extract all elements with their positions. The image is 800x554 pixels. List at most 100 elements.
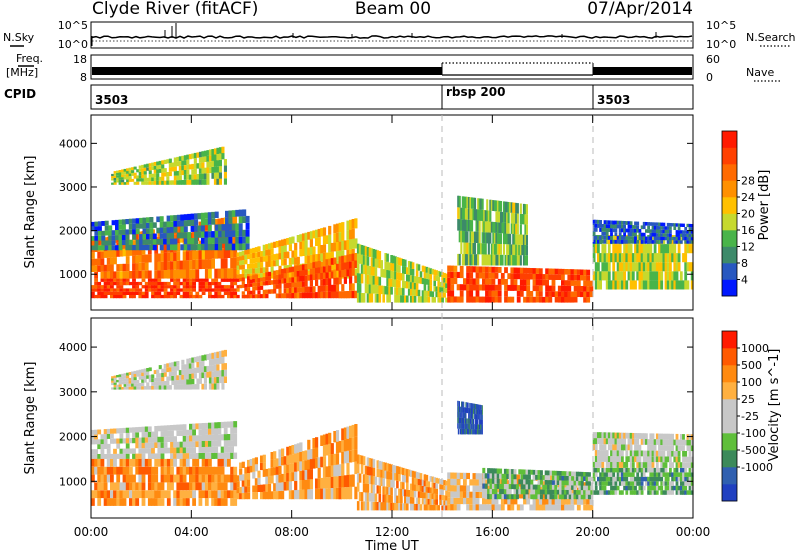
power-cell bbox=[477, 231, 480, 243]
power-cell bbox=[338, 250, 342, 260]
velocity-cell bbox=[458, 423, 460, 429]
velocity-cell bbox=[677, 462, 681, 468]
velocity-cell bbox=[281, 482, 285, 491]
velocity-cell bbox=[544, 480, 548, 485]
power-cell bbox=[281, 278, 285, 284]
power-cell bbox=[249, 283, 253, 287]
power-cell bbox=[467, 254, 470, 266]
power-cell bbox=[366, 274, 370, 285]
power-cell bbox=[564, 285, 568, 292]
velocity-cell bbox=[239, 474, 243, 481]
velocity-cell bbox=[576, 499, 581, 505]
power-cell bbox=[496, 200, 499, 212]
power-cell bbox=[660, 233, 664, 237]
velocity-cell bbox=[465, 423, 467, 429]
power-cell bbox=[125, 281, 130, 286]
velocity-cell bbox=[653, 456, 657, 463]
power-cell bbox=[649, 262, 653, 272]
velocity-cell bbox=[307, 479, 311, 490]
power-cell bbox=[192, 269, 196, 279]
power-cell bbox=[320, 279, 324, 286]
power-cell bbox=[201, 179, 205, 185]
velocity-cell bbox=[386, 478, 389, 487]
velocity-cell bbox=[535, 470, 539, 475]
velocity-cell bbox=[382, 502, 385, 511]
velocity-cell bbox=[461, 423, 463, 429]
velocity-cell bbox=[666, 445, 670, 451]
velocity-cell bbox=[138, 490, 143, 499]
velocity-cell bbox=[607, 490, 611, 495]
velocity-cell bbox=[315, 457, 319, 469]
power-cell bbox=[94, 288, 98, 292]
velocity-cell bbox=[535, 474, 539, 480]
velocity-cell bbox=[627, 432, 631, 439]
velocity-cell bbox=[154, 431, 159, 437]
power-cell bbox=[299, 281, 303, 288]
power-cell bbox=[100, 288, 105, 292]
velocity-cell bbox=[143, 375, 147, 380]
velocity-cell bbox=[478, 404, 480, 410]
velocity-cell bbox=[129, 474, 133, 483]
power-cell bbox=[166, 180, 170, 185]
power-cell bbox=[415, 289, 419, 297]
velocity-cell bbox=[217, 458, 222, 467]
power-cell bbox=[247, 249, 251, 255]
velocity-cell bbox=[566, 485, 570, 490]
velocity-cell bbox=[278, 474, 282, 483]
velocity-cell bbox=[372, 476, 376, 485]
velocity-cell bbox=[91, 466, 95, 475]
velocity-cell bbox=[636, 456, 640, 463]
velocity-cell bbox=[270, 467, 274, 476]
velocity-cell bbox=[208, 446, 212, 453]
velocity-cell bbox=[610, 467, 613, 473]
power-cell bbox=[91, 288, 95, 292]
velocity-cell bbox=[185, 441, 190, 448]
power-cell bbox=[529, 273, 534, 280]
velocity-cell bbox=[151, 374, 155, 379]
velocity-cell bbox=[239, 493, 243, 500]
velocity-cell bbox=[594, 456, 598, 462]
power-cell bbox=[623, 224, 626, 229]
power-cell bbox=[392, 271, 395, 280]
power-cell bbox=[513, 255, 516, 266]
velocity-cell bbox=[461, 412, 463, 418]
velocity-cell bbox=[138, 458, 143, 467]
velocity-cell bbox=[470, 424, 472, 430]
power-cell bbox=[437, 281, 440, 287]
power-cell bbox=[435, 275, 438, 281]
power-cell bbox=[138, 270, 143, 279]
velocity-cell bbox=[217, 490, 222, 499]
power-cell bbox=[512, 244, 515, 255]
power-cell bbox=[113, 278, 117, 282]
power-cell bbox=[645, 229, 648, 233]
velocity-cell bbox=[662, 472, 666, 477]
power-cell bbox=[487, 254, 490, 266]
power-cell bbox=[122, 294, 127, 299]
velocity-cell bbox=[527, 479, 531, 485]
velocity-cell bbox=[116, 474, 121, 483]
velocity-cell bbox=[160, 458, 165, 467]
velocity-cell bbox=[487, 488, 491, 494]
velocity-cell bbox=[616, 432, 620, 439]
velocity-cell bbox=[179, 430, 184, 436]
power-cell bbox=[97, 294, 102, 299]
velocity-cell bbox=[645, 450, 648, 457]
power-cell bbox=[638, 271, 642, 281]
power-cell bbox=[631, 225, 635, 229]
power-cell bbox=[216, 154, 220, 161]
velocity-cell bbox=[343, 451, 347, 464]
velocity-cell bbox=[475, 504, 480, 511]
power-cell bbox=[675, 253, 679, 263]
velocity-cell bbox=[645, 476, 648, 482]
power-cell bbox=[186, 179, 190, 185]
velocity-cell bbox=[653, 485, 657, 491]
power-cell bbox=[466, 272, 470, 279]
velocity-cell bbox=[614, 490, 618, 495]
velocity-cell bbox=[203, 372, 207, 378]
velocity-cell bbox=[198, 441, 203, 447]
velocity-cell bbox=[216, 358, 220, 365]
power-cell bbox=[529, 268, 534, 274]
power-cell bbox=[592, 239, 596, 244]
velocity-cell bbox=[459, 406, 461, 413]
power-cell bbox=[151, 281, 155, 286]
